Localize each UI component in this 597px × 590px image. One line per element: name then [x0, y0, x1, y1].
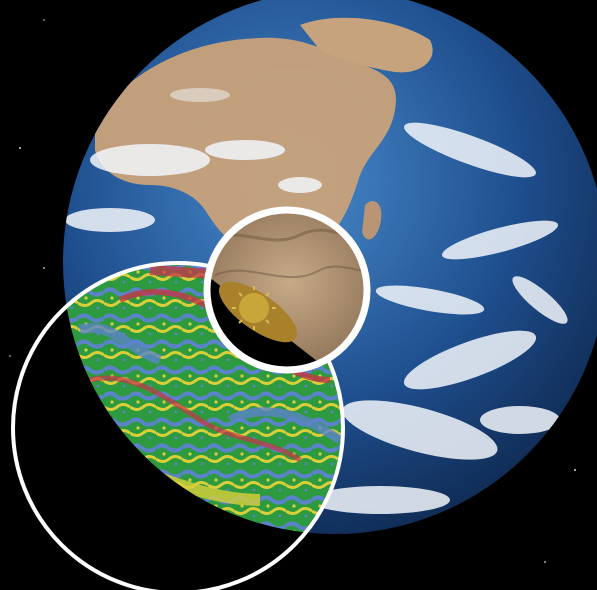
cloud-bands [65, 88, 568, 514]
pollen-grain-inset [218, 281, 298, 343]
stars [9, 19, 576, 563]
big-inset-ring [11, 261, 345, 590]
small-inset-ring [203, 206, 371, 374]
arabia-landmass [300, 17, 433, 73]
madagascar [362, 201, 382, 240]
